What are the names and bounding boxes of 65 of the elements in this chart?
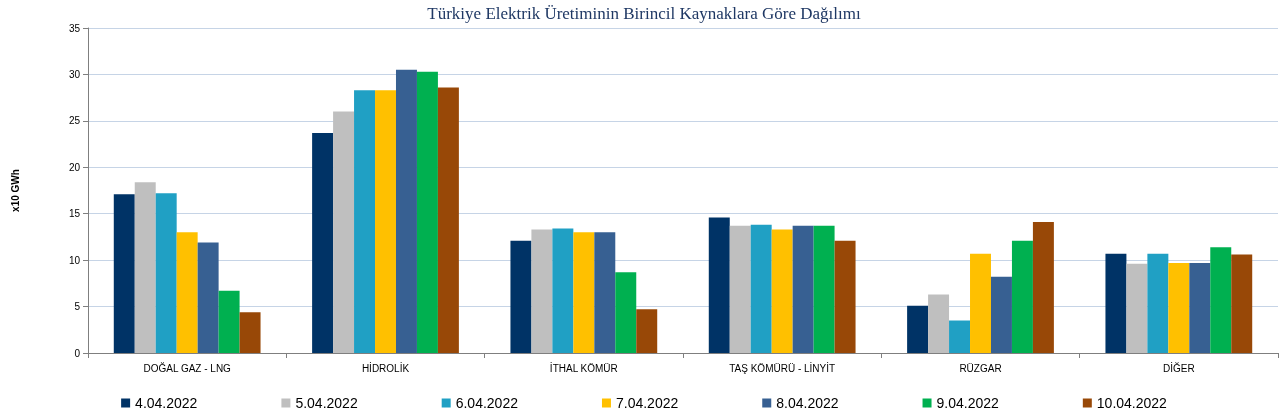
bar [155,193,177,353]
bar [708,217,730,353]
bar [113,194,135,353]
bar [729,225,751,353]
x-tick-label: İTHAL KÖMÜR [549,361,618,374]
y-tick-label: 15 [68,208,81,220]
x-tick-label: DİĞER [1163,361,1195,374]
legend-label: 9.04.2022 [936,395,1000,411]
y-tick-label: 10 [68,254,81,266]
y-tick-label: 0 [74,347,81,359]
legend-label: 10.04.2022 [1096,395,1168,411]
bar [197,242,219,353]
y-tick-label: 35 [68,22,81,34]
y-tick-label: 25 [68,115,81,127]
bar [176,232,198,353]
bar [1168,262,1190,353]
bar [813,225,835,353]
bar [1032,222,1054,353]
bar [1105,253,1127,353]
legend-label: 4.04.2022 [135,395,198,411]
bar [239,312,261,353]
bar [552,228,574,353]
bar [573,232,595,353]
legend-label: 6.04.2022 [455,395,519,411]
bar [437,87,459,353]
legend-label: 8.04.2022 [776,395,839,411]
x-tick-label: TAŞ KÖMÜRÜ - LİNYİT [729,361,836,374]
y-tick-label: 5 [74,301,81,313]
bar [1011,240,1033,353]
bar [416,71,438,353]
bar [375,90,396,353]
bar [395,69,417,353]
legend-label: 7.04.2022 [615,395,679,411]
bar [750,224,772,353]
bar [1210,247,1232,353]
bar [354,90,376,353]
bar [928,294,950,353]
bar [312,132,334,353]
bar [636,309,658,353]
bar [1189,262,1211,353]
bar [907,305,929,353]
bar [333,111,355,353]
x-tick-label: HİDROLİK [361,361,410,374]
bar [1147,253,1169,353]
y-tick-label: 20 [68,161,81,173]
bar [218,290,240,353]
bar [792,225,814,353]
chart-title: Türkiye Elektrik Üretiminin Birincil Kaynaklara Göre Dağılımı [427,4,861,23]
bar [1231,254,1253,353]
bar [970,253,991,353]
bar [594,232,616,353]
bar [134,182,156,353]
bar [531,229,553,353]
x-tick-label: DOĞAL GAZ - LNG [143,361,232,374]
x-tick-label: RÜZGAR [959,362,1002,374]
legend-label: 5.04.2022 [295,395,358,411]
bar [771,229,793,353]
y-tick-label: 30 [68,68,81,80]
bar [990,276,1012,353]
bar [615,272,637,353]
y-axis-title: x10 GWh [9,169,21,212]
bar [949,320,971,353]
bar [834,240,856,353]
bar [510,240,532,353]
bar [1126,263,1148,353]
